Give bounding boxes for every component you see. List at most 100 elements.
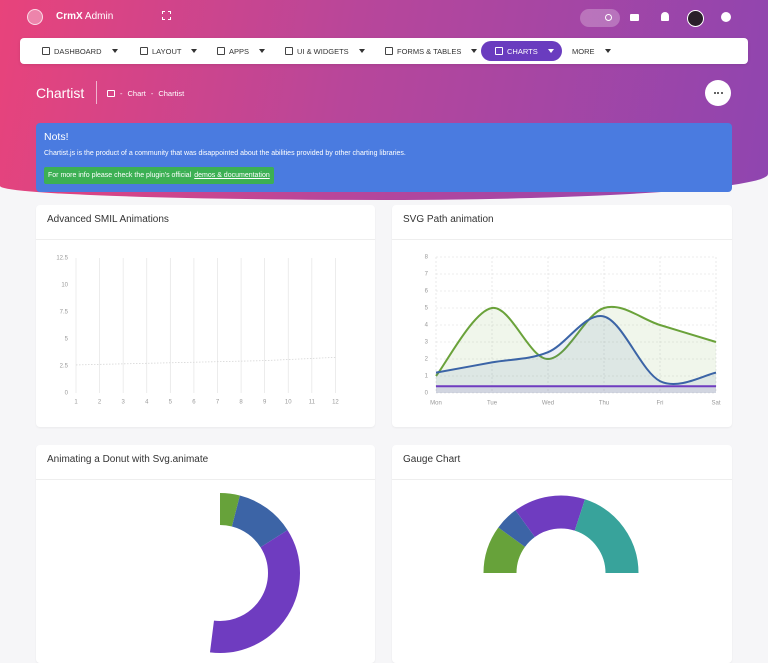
- breadcrumb-current: Chartist: [158, 89, 185, 98]
- nav-item[interactable]: FORMS & TABLES: [385, 38, 478, 64]
- y-tick-label: 5: [65, 337, 69, 343]
- y-tick-label: 8: [425, 255, 429, 261]
- mail-icon[interactable]: [630, 14, 639, 21]
- alert-text: Chartist.js is the product of a communit…: [44, 150, 406, 157]
- card: SVG Path animation 0 1 2 3 4 5 6 7 8 Mon Tue Wed Thu…: [392, 205, 732, 427]
- nav-label: DASHBOARD: [54, 46, 102, 56]
- x-tick-label: 2: [98, 400, 102, 406]
- x-tick-label: 7: [216, 400, 220, 406]
- ring-segment: [219, 493, 240, 527]
- y-tick-label: 2: [425, 357, 429, 363]
- card-title: Advanced SMIL Animations: [47, 214, 169, 225]
- x-tick-label: Wed: [542, 401, 554, 407]
- alert: Nots! Chartist.js is the product of a co…: [36, 123, 732, 192]
- nav-bar: DASHBOARD LAYOUT APPS UI & WIDGETS FORMS…: [20, 38, 748, 64]
- x-tick-label: 6: [192, 400, 196, 406]
- x-tick-label: Sat: [711, 401, 720, 407]
- nav-label: CHARTS: [507, 46, 538, 56]
- chart: [209, 493, 300, 653]
- y-tick-label: 6: [425, 289, 429, 295]
- brand-name: CrmX: [56, 11, 83, 22]
- series-area: [436, 306, 716, 393]
- card-title: Gauge Chart: [403, 454, 461, 465]
- chart: [483, 495, 639, 574]
- ring-segment: [498, 510, 536, 548]
- nav-label: UI & WIDGETS: [297, 46, 349, 56]
- card: Animating a Donut with Svg.animate: [36, 445, 375, 663]
- nav-label: MORE: [572, 46, 595, 56]
- y-tick-label: 3: [425, 340, 429, 346]
- x-tick-label: Thu: [599, 401, 609, 407]
- y-tick-label: 1: [425, 374, 429, 380]
- y-tick-label: 10: [61, 283, 68, 289]
- home-icon[interactable]: [107, 90, 115, 97]
- x-tick-label: Fri: [657, 401, 664, 407]
- card-title: Animating a Donut with Svg.animate: [47, 454, 209, 465]
- nav-label: FORMS & TABLES: [397, 46, 462, 56]
- x-tick-label: Tue: [487, 401, 498, 407]
- more-button[interactable]: [705, 80, 731, 106]
- ring-segment: [209, 530, 300, 653]
- ring-segment: [515, 495, 585, 538]
- x-tick-label: 8: [239, 400, 243, 406]
- chart: 0 1 2 3 4 5 6 7 8 Mon Tue Wed Thu Fri Sat: [425, 255, 721, 407]
- divider: [96, 81, 97, 104]
- nav-item[interactable]: APPS: [217, 38, 266, 64]
- y-tick-label: 0: [425, 391, 429, 397]
- nav-item[interactable]: DASHBOARD: [42, 38, 118, 64]
- x-tick-label: 12: [332, 400, 339, 406]
- card: Advanced SMIL Animations 0 2.5 5 7.5 10 12.5 1…: [36, 205, 375, 427]
- fullscreen-icon[interactable]: [162, 11, 171, 20]
- ring-segment: [231, 495, 288, 548]
- nav-item[interactable]: MORE: [572, 38, 611, 64]
- y-tick-label: 7: [425, 272, 429, 278]
- x-tick-label: Mon: [430, 401, 442, 407]
- y-tick-label: 5: [425, 306, 429, 312]
- series-line: [435, 305, 717, 377]
- alert-link[interactable]: demos & documentation: [194, 172, 270, 179]
- y-tick-label: 7.5: [60, 310, 69, 316]
- series-area: [436, 386, 716, 393]
- ring-segment: [574, 499, 639, 574]
- search-icon: [605, 14, 612, 21]
- search-box[interactable]: [580, 9, 620, 27]
- alert-info-text: For more info please check the plugin's …: [48, 172, 192, 179]
- x-tick-label: 10: [285, 400, 292, 406]
- alert-title: Nots!: [44, 131, 69, 143]
- y-tick-label: 4: [425, 323, 429, 329]
- logo[interactable]: [27, 9, 43, 25]
- nav-item-active[interactable]: CHARTS: [481, 41, 562, 61]
- nav-label: APPS: [229, 46, 250, 56]
- breadcrumb: - Chart - Chartist: [107, 89, 184, 98]
- nav-label: LAYOUT: [152, 46, 182, 56]
- y-tick-label: 0: [65, 391, 69, 397]
- breadcrumb-separator: -: [120, 89, 123, 98]
- series-area: [436, 316, 716, 393]
- breadcrumb-link[interactable]: Chart: [127, 89, 146, 98]
- card: Gauge Chart: [392, 445, 732, 663]
- series-line: [435, 315, 717, 385]
- x-tick-label: 3: [121, 400, 125, 406]
- x-tick-label: 5: [169, 400, 173, 406]
- y-tick-label: 12.5: [56, 256, 68, 262]
- alert-info: For more info please check the plugin's …: [44, 167, 274, 184]
- brand-product: Admin: [84, 11, 114, 22]
- settings-icon[interactable]: [721, 12, 731, 22]
- nav-item[interactable]: LAYOUT: [140, 38, 198, 64]
- avatar[interactable]: [687, 10, 704, 27]
- nav-item[interactable]: UI & WIDGETS: [285, 38, 365, 64]
- x-tick-label: 11: [309, 400, 316, 406]
- ring-segment: [483, 527, 526, 574]
- x-tick-label: 1: [74, 400, 78, 406]
- x-tick-label: 4: [145, 400, 149, 406]
- brand[interactable]: CrmX Admin: [56, 11, 113, 22]
- y-tick-label: 2.5: [60, 364, 69, 370]
- page-title: Chartist: [36, 85, 85, 101]
- notification-icon[interactable]: [661, 12, 669, 21]
- card-title: SVG Path animation: [403, 214, 494, 225]
- breadcrumb-separator: -: [150, 89, 154, 98]
- x-tick-label: 9: [263, 400, 267, 406]
- series-line: [75, 356, 336, 366]
